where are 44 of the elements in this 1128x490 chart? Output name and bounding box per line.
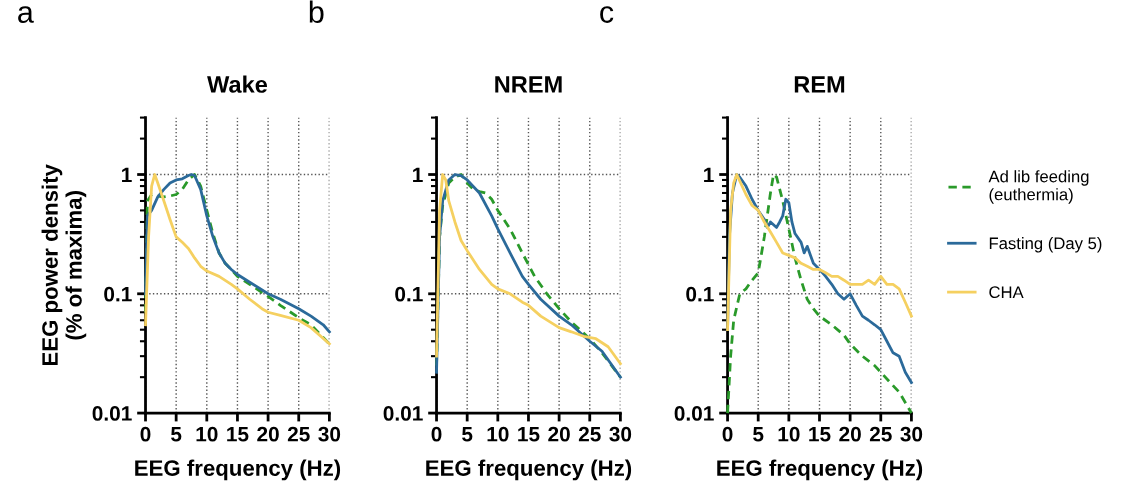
y-tick-label: 0.1 — [395, 286, 423, 302]
text: a — [18, 6, 34, 23]
x-tick-label: 5 — [753, 427, 764, 442]
x-axis-title: EEG frequency (Hz) — [426, 459, 632, 481]
text: b — [309, 0, 324, 23]
x-tick-label: 0 — [431, 426, 442, 442]
y-tick-label: 0.01 — [383, 406, 423, 421]
line-series — [726, 173, 913, 332]
y-axis-title: EEG power density (% of maxima) — [41, 164, 87, 366]
x-tick-label: 5 — [171, 427, 182, 442]
x-tick-label: 25 — [287, 426, 310, 442]
x-tick-label: 10 — [778, 426, 800, 442]
x-axis-title: EEG frequency (Hz) — [135, 459, 341, 481]
y-tick-label: 1 — [704, 167, 714, 183]
x-tick-label: 10 — [196, 426, 218, 442]
x-tick-label: 20 — [548, 426, 570, 442]
x-tick-label: 15 — [518, 427, 540, 442]
legend-label: Ad lib feeding (euthermia) — [988, 170, 1089, 204]
x-axis-title: EEG frequency (Hz) — [717, 459, 923, 481]
x-tick-label: 0 — [722, 426, 733, 442]
x-tick-label: 30 — [318, 426, 341, 442]
x-tick-label: 15 — [809, 427, 831, 442]
x-tick-label: 10 — [487, 426, 509, 442]
y-tick-label: 1 — [122, 167, 132, 183]
y-tick-label: 0.1 — [686, 286, 714, 302]
y-tick-label: 1 — [413, 167, 423, 183]
x-tick-label: 30 — [900, 426, 923, 442]
x-tick-label: 20 — [839, 426, 861, 442]
x-tick-label: 0 — [140, 426, 151, 442]
y-tick-label: 0.1 — [104, 286, 132, 302]
chart-title: NREM — [495, 76, 562, 93]
y-tick-label: 0.01 — [92, 406, 132, 421]
x-tick-label: 5 — [462, 427, 473, 442]
x-tick-label: 25 — [578, 426, 601, 442]
y-tick-label: 0.01 — [674, 406, 714, 421]
x-tick-label: 15 — [227, 427, 249, 442]
text: c — [600, 6, 614, 23]
legend-label: Fasting (Day 5) — [989, 237, 1102, 253]
legend-label: CHA — [989, 286, 1024, 299]
chart-title: REM — [794, 76, 845, 93]
chart-title: Wake — [207, 75, 268, 93]
x-tick-label: 20 — [257, 426, 279, 442]
x-tick-label: 30 — [609, 426, 632, 442]
x-tick-label: 25 — [869, 426, 892, 442]
